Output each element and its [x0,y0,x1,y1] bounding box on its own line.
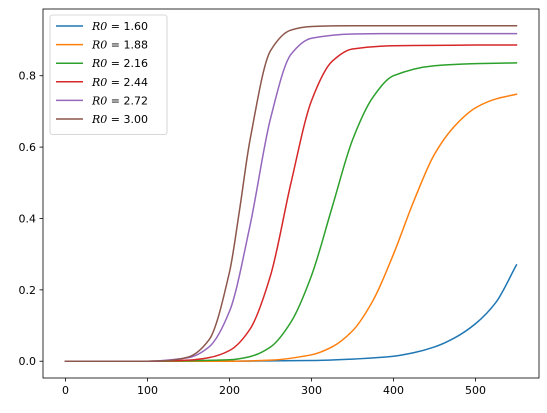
x-tick-label-1: 100 [137,384,158,397]
x-tick-label-0: 0 [62,384,69,397]
series-line-3 [64,44,518,362]
legend-label-3: R0 = 2.44 [91,76,148,89]
axes-frame [42,8,540,379]
legend-label-0: R0 = 1.60 [91,20,148,33]
y-tick-label-2: 0.4 [19,212,37,225]
legend-label-5: R0 = 3.00 [91,113,148,126]
y-tick-label-3: 0.6 [19,141,37,154]
x-tick-label-2: 200 [219,384,240,397]
series-layer [64,25,518,362]
x-tick-label-4: 400 [383,384,404,397]
legend-label-2: R0 = 2.16 [91,57,148,70]
x-tick-label-3: 300 [301,384,322,397]
series-line-5 [64,25,518,362]
axes-layer: 0 100 200 300 400 500 0.0 0.2 0.4 0.6 0.8 [19,8,540,397]
series-line-2 [64,62,518,362]
legend: R0 = 1.60 R0 = 1.88 R0 = 2.16 R0 = 2.44 R0 =… [49,14,168,135]
x-tick-label-5: 500 [465,384,486,397]
y-tick-label-1: 0.2 [19,284,37,297]
y-tick-label-0: 0.0 [19,355,37,368]
y-tick-label-4: 0.8 [19,70,37,83]
series-line-1 [64,93,518,362]
legend-label-4: R0 = 2.72 [91,94,148,107]
legend-label-1: R0 = 1.88 [91,39,148,52]
